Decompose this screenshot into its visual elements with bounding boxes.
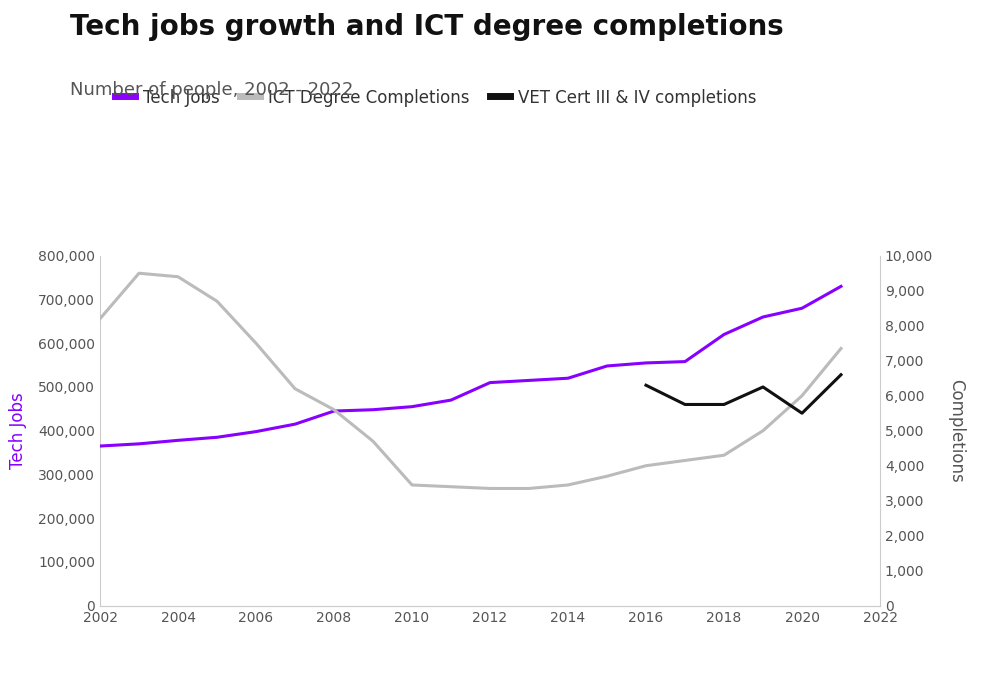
Y-axis label: Tech Jobs: Tech Jobs [9, 392, 27, 469]
Text: Number of people, 2002 - 2022: Number of people, 2002 - 2022 [70, 81, 353, 99]
Y-axis label: Completions: Completions [947, 379, 965, 483]
Text: Tech jobs growth and ICT degree completions: Tech jobs growth and ICT degree completi… [70, 13, 784, 42]
Legend: Tech Jobs, ICT Degree Completions, VET Cert III & IV completions: Tech Jobs, ICT Degree Completions, VET C… [108, 82, 763, 114]
